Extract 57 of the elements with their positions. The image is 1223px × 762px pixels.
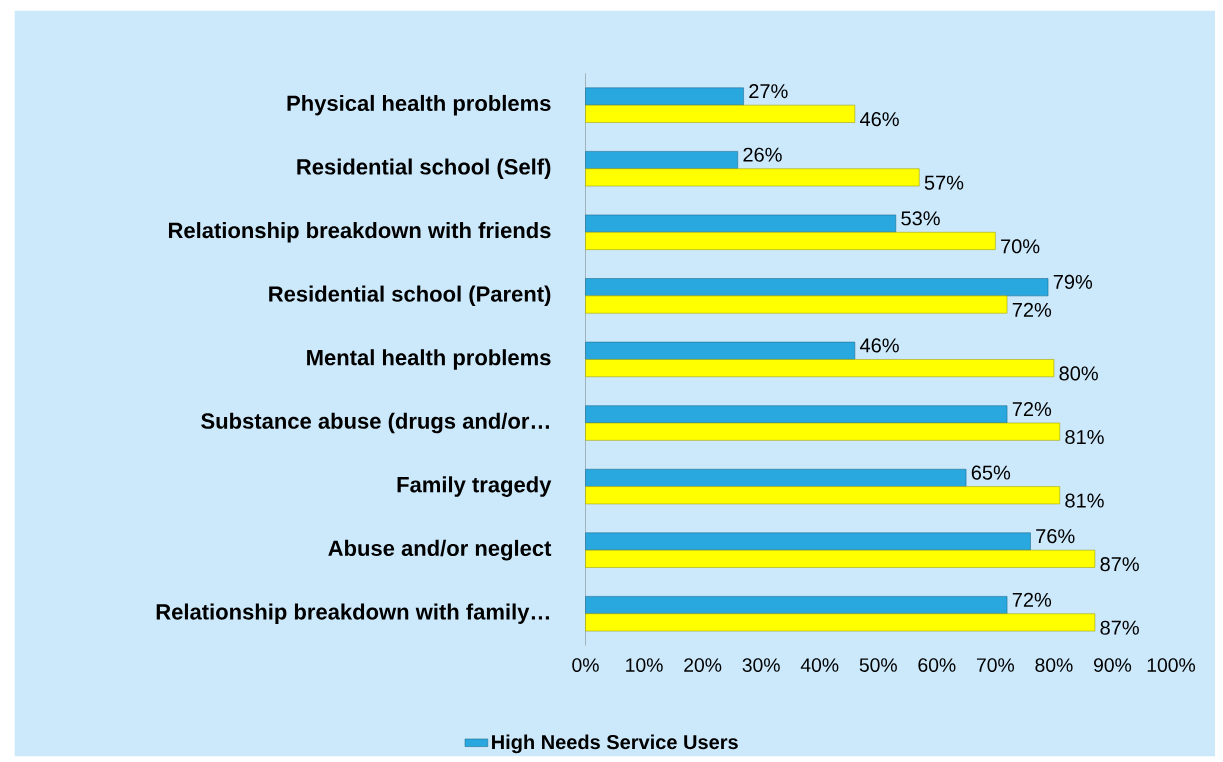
legend-label: High Needs Service Users: [492, 734, 738, 754]
x-tick-label: 0%: [572, 658, 599, 673]
x-tick-label: 20%: [684, 658, 722, 673]
y-tick-label: Abuse and/or neglect: [328, 540, 552, 561]
bar: [585, 151, 738, 170]
bar: [585, 232, 996, 251]
data-label: 26%: [743, 147, 782, 163]
bar: [585, 469, 967, 488]
x-tick-label: 30%: [742, 658, 780, 673]
bar: [585, 359, 1055, 378]
y-tick-label: Residential school (Parent): [269, 285, 551, 307]
data-label: 72%: [1012, 402, 1052, 417]
y-tick-label: Residential school (Self): [297, 158, 551, 180]
x-tick-label: 60%: [918, 658, 956, 673]
y-tick-label: Relationship breakdown with family…: [156, 603, 549, 625]
data-label: 80%: [1059, 366, 1098, 381]
y-tick-label: Mental health problems: [307, 349, 551, 370]
data-label: 81%: [1065, 493, 1104, 508]
x-tick-label: 100%: [1147, 658, 1196, 673]
bar: [585, 342, 856, 360]
data-label: 72%: [1012, 592, 1052, 607]
x-tick-label: 10%: [626, 658, 663, 673]
x-tick-label: 40%: [800, 658, 839, 673]
data-label: 79%: [1053, 275, 1093, 290]
y-tick-label: Physical health problems: [287, 95, 551, 116]
bar: [585, 295, 1008, 314]
x-tick-label: 50%: [859, 658, 897, 673]
bar: [585, 405, 1008, 424]
bar: [585, 422, 1061, 441]
data-label: 53%: [901, 211, 940, 226]
bar: [585, 168, 920, 187]
data-label: 27%: [749, 84, 788, 99]
y-tick-label: Relationship breakdown with friends: [168, 222, 551, 243]
bar: [585, 550, 1096, 568]
data-label: 70%: [1001, 239, 1040, 254]
data-label: 72%: [1012, 303, 1052, 318]
bar: [585, 596, 1008, 615]
data-label: 87%: [1100, 557, 1139, 572]
bar: [585, 486, 1061, 505]
y-tick-label: Family tragedy: [397, 476, 552, 498]
data-label: 81%: [1065, 430, 1104, 445]
data-label: 46%: [860, 338, 899, 353]
bar: [585, 532, 1031, 551]
bar: [585, 278, 1049, 297]
bar: [585, 105, 856, 123]
data-label: 65%: [971, 465, 1011, 480]
data-label: 57%: [924, 175, 964, 190]
bar: [585, 87, 744, 106]
x-tick-label: 80%: [1035, 658, 1073, 673]
x-tick-label: 90%: [1094, 658, 1132, 673]
bar: [585, 214, 897, 233]
data-label: 76%: [1036, 529, 1075, 544]
bar: [585, 613, 1096, 632]
data-label: 46%: [860, 112, 899, 127]
y-tick-label: Substance abuse (drugs and/or…: [201, 412, 549, 434]
data-label: 87%: [1100, 620, 1139, 636]
x-tick-label: 70%: [976, 658, 1015, 673]
